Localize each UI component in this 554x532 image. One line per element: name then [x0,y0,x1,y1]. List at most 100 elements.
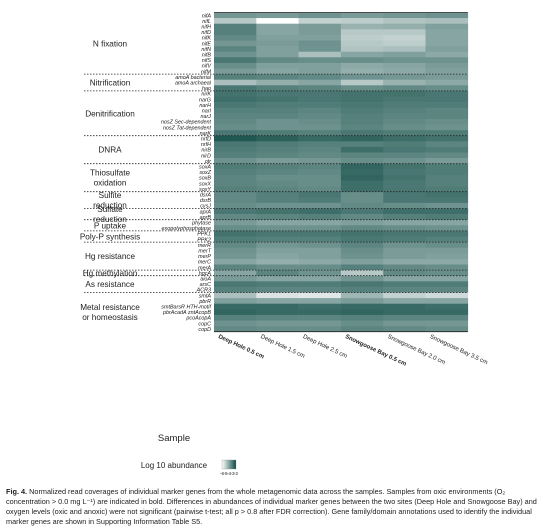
heatmap-cell [214,118,257,125]
figure-caption: Fig. 4. Normalized read coverages of ind… [6,487,546,527]
heatmap-cell [383,219,426,226]
heatmap-cell [256,219,299,226]
gene-label-soxa: soxA [199,165,211,171]
heatmap-cell [214,258,257,265]
colorbar-tick-label: -6 [220,471,225,476]
caption-label: Fig. 4. [6,487,28,496]
heatmap-cell [298,79,342,86]
heatmap-cell [383,62,426,69]
gene-label-smtbarsr-hth-motif: smtBarsR HTH-motif [161,305,211,311]
heatmap-cell [298,34,342,41]
heatmap-cell [425,152,469,159]
gene-label-nrfh: nrfH [201,142,211,148]
heatmap-cell [214,90,257,97]
heatmap-cell [256,130,299,136]
sample-label-deep-hole-0-5-cm: Deep Hole 0.5 cm [217,334,265,360]
gene-label-nosz-sec-dependent: nosZ Sec-dependent [161,120,212,126]
heatmap-cell [298,197,342,204]
heatmap-cell [256,326,299,332]
heatmap-cell [425,253,469,260]
heatmap-cell [340,135,384,142]
heatmap-cell [256,96,299,103]
gene-label-acr3: ACR3 [196,288,211,294]
heatmap-cell [298,320,342,327]
heatmap-cell [256,281,299,288]
heatmap-cell [383,247,426,254]
heatmap-cell [425,270,469,276]
heatmap-cell [340,46,384,52]
heatmap-cell [340,247,384,254]
heatmap-cell [256,314,299,321]
heatmap-cell [256,85,299,92]
heatmap-cell [298,12,342,19]
heatmap-cell [256,208,299,215]
heatmap-cell [298,85,342,92]
heatmap-cell [214,270,257,276]
heatmap-cell [383,79,426,86]
heatmap-cell [256,292,299,299]
heatmap-cell [256,12,299,19]
heatmap-cell [298,286,342,293]
heatmap-cell [256,152,299,159]
heatmap-cell [340,130,384,136]
gene-label-nifs: nifS [202,58,212,64]
heatmap-cell [383,275,426,282]
heatmap-cell [383,163,426,170]
heatmap-cell [214,23,257,30]
heatmap-cell [383,12,426,19]
group-label-as-resistance: As resistance [85,280,135,289]
gene-label-merr: merR [198,243,211,249]
gene-label-nifh: nifH [201,25,211,31]
heatmap-cell [425,46,469,52]
heatmap-cell [425,275,469,282]
heatmap-cell [340,309,384,316]
heatmap-cell [425,174,469,181]
heatmap-cell [256,186,299,192]
colorbar-tick-label: -4 [227,471,232,476]
heatmap-cell [214,186,257,192]
heatmap-cell [383,158,426,164]
gene-labels: nifAnifLnifHnifDnifKnifEnifNnifBnifSnifV… [161,13,212,333]
heatmap-cell [425,247,469,254]
gene-label-nifd: nifD [201,30,211,36]
heatmap-cell [298,264,342,271]
heatmap-cell [383,152,426,159]
heatmap-cell [298,208,342,215]
group-label-hg-methylation: Hg methylation [83,269,138,278]
heatmap-cell [425,230,469,237]
gene-label-nifk: nifK [202,36,212,42]
group-label-nitrification: Nitrification [90,79,131,88]
heatmap-cell [214,292,257,299]
heatmap-cell [383,180,426,187]
heatmap-cell [256,242,299,248]
gene-label-amoa-bacterial: amoA bacterial [175,75,212,81]
heatmap-cell [383,303,426,310]
heatmap-cell [298,258,342,265]
heatmap-cell [340,40,384,47]
heatmap-cell [298,57,342,64]
heatmap-cell [383,230,426,237]
heatmap-cell [256,275,299,282]
heatmap-cell [214,163,257,170]
heatmap-cell [214,298,257,304]
heatmap-cell [298,253,342,260]
heatmap-cell [383,208,426,215]
heatmap-cell [298,247,342,254]
heatmap-cell [256,46,299,52]
heatmap-cell [256,320,299,327]
heatmap-cell [425,163,469,170]
heatmap-cell [214,314,257,321]
gene-label-narj: narJ [201,114,212,120]
heatmap-cells [214,12,469,332]
gene-label-nosz-tat-dependent: nosZ Tat-dependent [163,125,212,131]
heatmap-cell [340,258,384,265]
heatmap-cell [298,113,342,120]
heatmap-cell [340,253,384,260]
heatmap-cell [340,12,384,19]
gene-label-arsc: arsC [200,282,211,288]
heatmap-cell [298,29,342,36]
gene-label-nirb: nirB [201,148,211,154]
gene-label-hao: hao [202,86,211,92]
